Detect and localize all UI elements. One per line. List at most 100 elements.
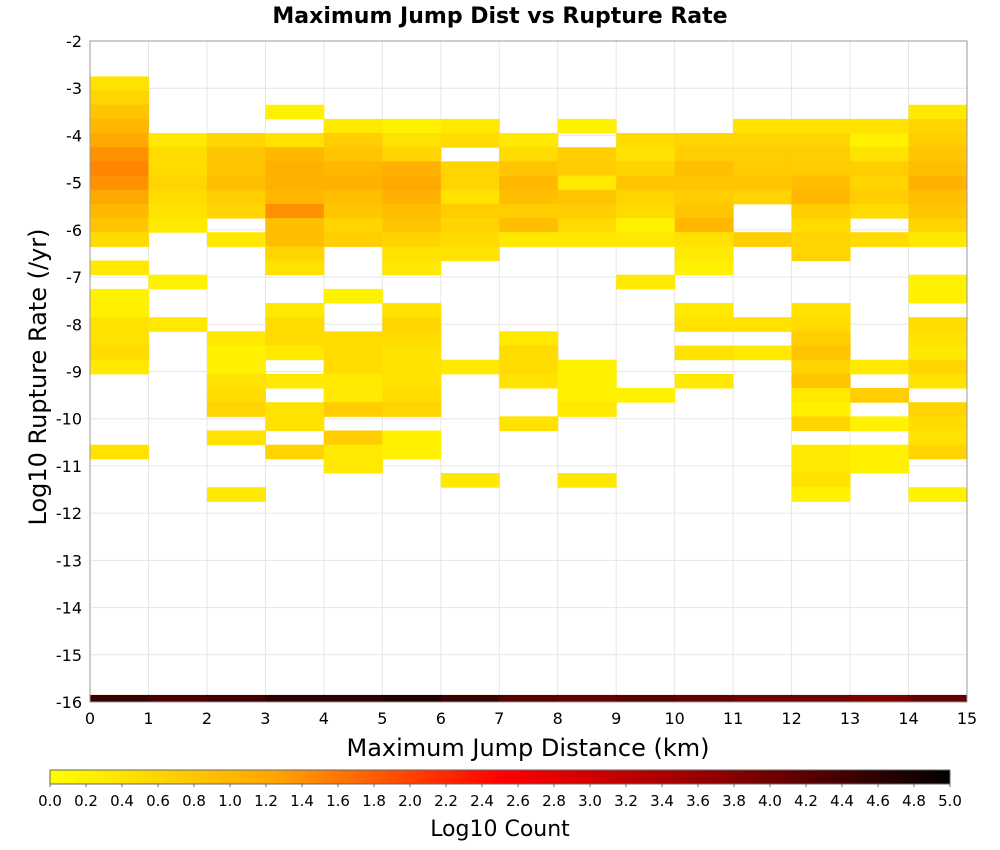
heatmap-cell [90,104,149,120]
heatmap-cell [674,232,734,247]
heatmap-cell [557,118,617,134]
heatmap-cell [616,274,676,290]
heatmap-cell [616,189,676,205]
baseline-cell [206,694,266,702]
colorbar-tick-label: 0.0 [38,792,62,810]
heatmap-cell [265,104,325,120]
heatmap-cell [440,203,500,219]
heatmap-cell [733,161,793,177]
heatmap-cell [323,189,383,205]
colorbar [49,769,951,785]
heatmap-cell [791,416,851,432]
baseline-cell [90,694,149,702]
heatmap-cell [265,260,325,276]
heatmap-cell [733,317,793,332]
heatmap-cell [382,444,442,460]
heatmap-cell [323,359,383,375]
heatmap-cell [674,218,734,233]
x-tick-label: 1 [143,709,153,728]
x-tick-label: 13 [840,709,860,728]
heatmap-cell [382,345,442,361]
heatmap-cell [850,161,910,177]
x-tick-label: 11 [723,709,743,728]
heatmap-cell [908,430,968,446]
heatmap-cell [323,444,383,460]
heatmap-cell [557,203,617,219]
heatmap-cell [265,317,325,332]
heatmap-cell [265,373,325,389]
heatmap-cell [616,133,676,148]
baseline-cell [791,694,851,702]
heatmap-cell [90,331,149,347]
heatmap-cell [908,402,968,417]
colorbar-tick-label: 5.0 [938,792,962,810]
colorbar-tick-label: 0.8 [182,792,206,810]
heatmap-cell [791,175,851,191]
heatmap-cell [382,218,442,233]
heatmap-cell [499,175,559,191]
heatmap-cell [265,161,325,177]
heatmap-cell [382,388,442,403]
chart-title: Maximum Jump Dist vs Rupture Rate [272,4,727,29]
heatmap-cell [674,161,734,177]
heatmap-cell [850,416,910,432]
heatmap-cell [382,317,442,332]
heatmap-cell [440,133,500,148]
heatmap-cell [148,274,208,290]
heatmap-cell [265,444,325,460]
colorbar-tick-label: 1.4 [290,792,314,810]
plot-frame [89,40,968,703]
heatmap-cells [90,76,968,702]
heatmap-cell [499,218,559,233]
heatmap-cell [674,260,734,276]
heatmap-cell [908,133,968,148]
heatmap-cell [791,487,851,502]
heatmap-cell [616,147,676,162]
heatmap-cell [908,232,968,247]
heatmap-cell [908,147,968,162]
heatmap-cell [323,388,383,403]
heatmap-cell [440,473,500,488]
heatmap-cell [148,175,208,191]
heatmap-cell [499,203,559,219]
heatmap-cell [733,147,793,162]
heatmap-cell [90,218,149,233]
heatmap-cell [791,218,851,233]
heatmap-cell [206,487,266,502]
colorbar-tick-label: 2.0 [398,792,422,810]
baseline-cell [674,694,734,702]
heatmap-cell [499,189,559,205]
heatmap-cell [323,133,383,148]
heatmap-cell [733,175,793,191]
heatmap-cell [616,203,676,219]
colorbar-tick-label: 2.4 [470,792,494,810]
heatmap-cell [791,133,851,148]
x-tick-label: 7 [494,709,504,728]
heatmap-cell [90,288,149,304]
colorbar-tick-label: 2.2 [434,792,458,810]
heatmap-cell [674,203,734,219]
y-tick-label: -10 [56,410,82,429]
colorbar-tick-label: 1.2 [254,792,278,810]
heatmap-cell [908,444,968,460]
heatmap-cell [148,161,208,177]
y-tick-label: -2 [66,32,82,51]
heatmap-cell [908,487,968,502]
heatmap-cell [908,274,968,290]
heatmap-cell [440,118,500,134]
heatmap-cell [791,246,851,262]
baseline-cell [148,694,208,702]
heatmap-cell [499,147,559,162]
heatmap-cell [908,331,968,347]
heatmap-cell [908,359,968,375]
heatmap-cell [908,345,968,361]
heatmap-cell [908,175,968,191]
heatmap-cell [440,359,500,375]
heatmap-cell [557,218,617,233]
x-tick-label: 9 [611,709,621,728]
heatmap-cell [206,175,266,191]
heatmap-cell [382,147,442,162]
heatmap-cell [616,161,676,177]
heatmap-cell [557,175,617,191]
heatmap-cell [265,147,325,162]
